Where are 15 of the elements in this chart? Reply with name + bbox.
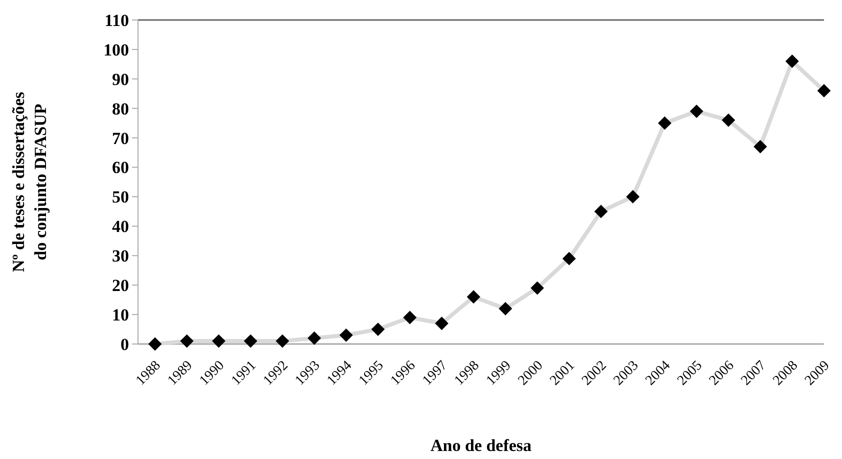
y-tick-label: 70: [112, 128, 129, 148]
y-tick-label: 110: [104, 10, 129, 30]
y-axis-title: Nº de teses e dissertações do conjunto DFASUP: [9, 91, 50, 272]
y-tick-label: 20: [112, 276, 129, 296]
x-tick-label: 1991: [228, 358, 260, 389]
y-tick-label: 0: [120, 334, 129, 354]
y-tick-label: 90: [112, 70, 129, 89]
x-axis-title: Ano de defesa: [430, 436, 532, 455]
y-tick-label: 50: [112, 188, 129, 207]
y-tick-label: 100: [104, 40, 129, 60]
y-tick-label: 60: [112, 158, 129, 178]
y-tick-label: 40: [112, 217, 129, 236]
y-tick-label: 30: [112, 246, 129, 266]
y-tick-label: 10: [112, 305, 129, 324]
y-tick-label: 80: [112, 99, 129, 118]
